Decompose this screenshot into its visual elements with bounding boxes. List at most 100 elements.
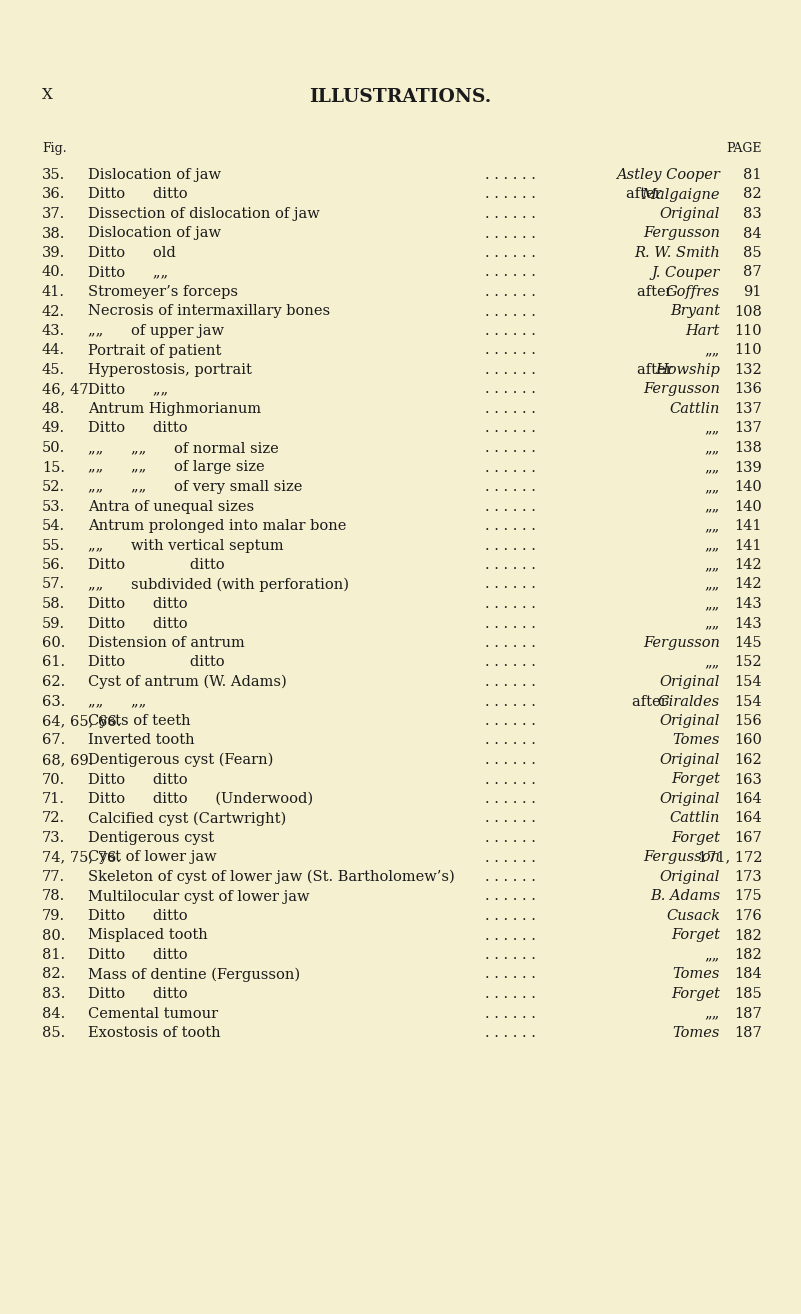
Text: „„: „„: [705, 519, 720, 533]
Text: Cattlin: Cattlin: [670, 402, 720, 417]
Text: 57.: 57.: [42, 577, 65, 591]
Text: 164: 164: [735, 812, 762, 825]
Text: 59.: 59.: [42, 616, 65, 631]
Text: Dentigerous cyst (Fearn): Dentigerous cyst (Fearn): [88, 753, 273, 767]
Text: after: after: [638, 363, 678, 377]
Text: Antrum Highmorianum: Antrum Highmorianum: [88, 402, 261, 417]
Text: Ditto      ditto: Ditto ditto: [88, 909, 187, 922]
Text: 143: 143: [735, 597, 762, 611]
Text: 162: 162: [735, 753, 762, 767]
Text: Original: Original: [660, 675, 720, 689]
Text: Stromeyer’s forceps: Stromeyer’s forceps: [88, 285, 238, 300]
Text: 81: 81: [743, 168, 762, 183]
Text: Ditto      ditto: Ditto ditto: [88, 597, 187, 611]
Text: . . . . . .: . . . . . .: [485, 519, 535, 533]
Text: . . . . . .: . . . . . .: [485, 695, 535, 708]
Text: Malgaigne: Malgaigne: [642, 188, 720, 201]
Text: J. Couper: J. Couper: [652, 265, 720, 280]
Text: „„: „„: [705, 343, 720, 357]
Text: Ditto      ditto      (Underwood): Ditto ditto (Underwood): [88, 792, 313, 805]
Text: 164: 164: [735, 792, 762, 805]
Text: 154: 154: [735, 675, 762, 689]
Text: „„      of upper jaw: „„ of upper jaw: [88, 325, 224, 338]
Text: . . . . . .: . . . . . .: [485, 616, 535, 631]
Text: Dislocation of jaw: Dislocation of jaw: [88, 226, 221, 240]
Text: . . . . . .: . . . . . .: [485, 636, 535, 650]
Text: . . . . . .: . . . . . .: [485, 1026, 535, 1039]
Text: Original: Original: [660, 792, 720, 805]
Text: Goffres: Goffres: [666, 285, 720, 300]
Text: „„: „„: [705, 656, 720, 670]
Text: 40.: 40.: [42, 265, 65, 280]
Text: . . . . . .: . . . . . .: [485, 188, 535, 201]
Text: Tomes: Tomes: [673, 1026, 720, 1039]
Text: 54.: 54.: [42, 519, 65, 533]
Text: 60.: 60.: [42, 636, 66, 650]
Text: Ditto      ditto: Ditto ditto: [88, 422, 187, 435]
Text: 140: 140: [735, 480, 762, 494]
Text: . . . . . .: . . . . . .: [485, 850, 535, 865]
Text: . . . . . .: . . . . . .: [485, 987, 535, 1001]
Text: . . . . . .: . . . . . .: [485, 812, 535, 825]
Text: 143: 143: [735, 616, 762, 631]
Text: 41.: 41.: [42, 285, 65, 300]
Text: „„      „„      of large size: „„ „„ of large size: [88, 460, 264, 474]
Text: Bryant: Bryant: [670, 305, 720, 318]
Text: . . . . . .: . . . . . .: [485, 597, 535, 611]
Text: Hart: Hart: [686, 325, 720, 338]
Text: 184: 184: [735, 967, 762, 982]
Text: Fergusson: Fergusson: [643, 850, 720, 865]
Text: Hyperostosis, portrait: Hyperostosis, portrait: [88, 363, 252, 377]
Text: 167: 167: [735, 830, 762, 845]
Text: 53.: 53.: [42, 499, 65, 514]
Text: 50.: 50.: [42, 442, 65, 455]
Text: . . . . . .: . . . . . .: [485, 656, 535, 670]
Text: 38.: 38.: [42, 226, 66, 240]
Text: 84.: 84.: [42, 1007, 65, 1021]
Text: PAGE: PAGE: [727, 142, 762, 155]
Text: „„: „„: [705, 597, 720, 611]
Text: Ditto      ditto: Ditto ditto: [88, 947, 187, 962]
Text: 36.: 36.: [42, 188, 66, 201]
Text: Multilocular cyst of lower jaw: Multilocular cyst of lower jaw: [88, 890, 309, 904]
Text: Cysts of teeth: Cysts of teeth: [88, 714, 191, 728]
Text: . . . . . .: . . . . . .: [485, 402, 535, 417]
Text: 154: 154: [735, 695, 762, 708]
Text: after: after: [638, 285, 678, 300]
Text: 61.: 61.: [42, 656, 65, 670]
Text: 137: 137: [735, 422, 762, 435]
Text: „„: „„: [705, 422, 720, 435]
Text: 175: 175: [735, 890, 762, 904]
Text: 137: 137: [735, 402, 762, 417]
Text: Fig.: Fig.: [42, 142, 66, 155]
Text: 163: 163: [735, 773, 762, 787]
Text: 49.: 49.: [42, 422, 65, 435]
Text: 145: 145: [735, 636, 762, 650]
Text: . . . . . .: . . . . . .: [485, 577, 535, 591]
Text: 74, 75, 76.: 74, 75, 76.: [42, 850, 121, 865]
Text: . . . . . .: . . . . . .: [485, 947, 535, 962]
Text: 77.: 77.: [42, 870, 65, 884]
Text: „„: „„: [705, 577, 720, 591]
Text: 62.: 62.: [42, 675, 65, 689]
Text: 52.: 52.: [42, 480, 65, 494]
Text: . . . . . .: . . . . . .: [485, 499, 535, 514]
Text: . . . . . .: . . . . . .: [485, 909, 535, 922]
Text: 46, 47.: 46, 47.: [42, 382, 93, 397]
Text: X: X: [42, 88, 53, 102]
Text: 82.: 82.: [42, 967, 65, 982]
Text: 108: 108: [735, 305, 762, 318]
Text: Cyst of antrum (W. Adams): Cyst of antrum (W. Adams): [88, 675, 287, 690]
Text: . . . . . .: . . . . . .: [485, 226, 535, 240]
Text: . . . . . .: . . . . . .: [485, 792, 535, 805]
Text: . . . . . .: . . . . . .: [485, 675, 535, 689]
Text: 139: 139: [735, 460, 762, 474]
Text: 187: 187: [735, 1026, 762, 1039]
Text: Necrosis of intermaxillary bones: Necrosis of intermaxillary bones: [88, 305, 330, 318]
Text: Ditto      old: Ditto old: [88, 246, 175, 260]
Text: „„      „„      of very small size: „„ „„ of very small size: [88, 480, 302, 494]
Text: . . . . . .: . . . . . .: [485, 753, 535, 767]
Text: 91: 91: [743, 285, 762, 300]
Text: . . . . . .: . . . . . .: [485, 830, 535, 845]
Text: after: after: [626, 188, 666, 201]
